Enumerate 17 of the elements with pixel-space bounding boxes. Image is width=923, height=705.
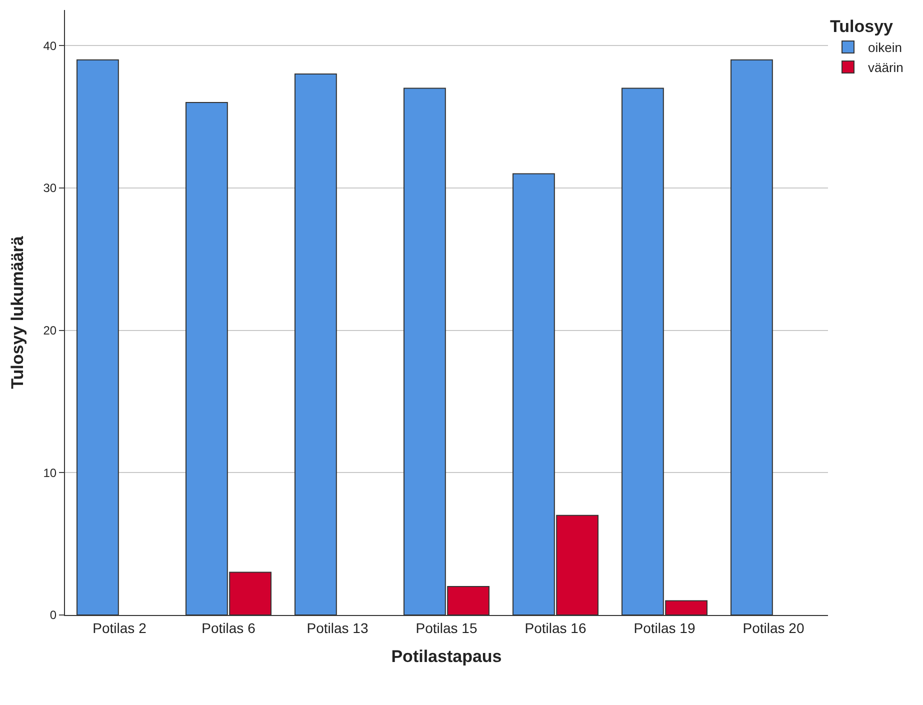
y-axis-title: Tulosyy lukumäärä bbox=[8, 236, 27, 389]
x-tick-label: Potilas 15 bbox=[416, 620, 478, 636]
x-tick-label: Potilas 19 bbox=[634, 620, 696, 636]
x-tick-label: Potilas 2 bbox=[92, 620, 147, 636]
y-tick-label: 10 bbox=[43, 466, 57, 480]
y-tick-label: 0 bbox=[50, 608, 57, 622]
x-tick-label: Potilas 20 bbox=[742, 620, 804, 636]
y-tick-label: 30 bbox=[43, 181, 57, 196]
legend-title: Tulosyy bbox=[830, 17, 894, 36]
x-tick-label: Potilas 16 bbox=[524, 620, 586, 636]
x-axis-title: Potilastapaus bbox=[391, 647, 502, 666]
legend-label: väärin bbox=[868, 60, 904, 76]
legend-label: oikein bbox=[868, 40, 902, 56]
x-tick-label: Potilas 6 bbox=[202, 620, 256, 636]
x-tick-label: Potilas 13 bbox=[306, 620, 368, 636]
y-tick-label: 20 bbox=[43, 323, 57, 338]
y-tick-label: 40 bbox=[43, 38, 57, 53]
